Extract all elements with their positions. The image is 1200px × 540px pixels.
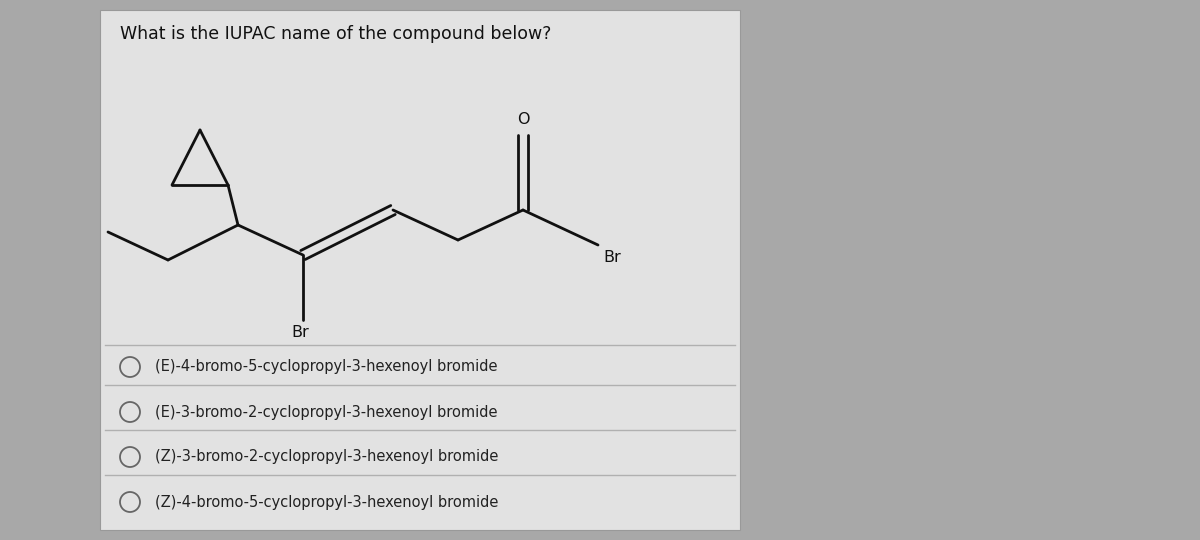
Text: (Z)-4-bromo-5-cyclopropyl-3-hexenoyl bromide: (Z)-4-bromo-5-cyclopropyl-3-hexenoyl bro… <box>155 495 498 510</box>
Text: (E)-4-bromo-5-cyclopropyl-3-hexenoyl bromide: (E)-4-bromo-5-cyclopropyl-3-hexenoyl bro… <box>155 360 498 375</box>
Text: (E)-3-bromo-2-cyclopropyl-3-hexenoyl bromide: (E)-3-bromo-2-cyclopropyl-3-hexenoyl bro… <box>155 404 498 420</box>
Text: (Z)-3-bromo-2-cyclopropyl-3-hexenoyl bromide: (Z)-3-bromo-2-cyclopropyl-3-hexenoyl bro… <box>155 449 498 464</box>
Text: What is the IUPAC name of the compound below?: What is the IUPAC name of the compound b… <box>120 25 551 43</box>
Text: Br: Br <box>604 250 620 265</box>
Text: Br: Br <box>292 325 308 340</box>
Text: O: O <box>517 112 529 127</box>
FancyBboxPatch shape <box>100 10 740 530</box>
